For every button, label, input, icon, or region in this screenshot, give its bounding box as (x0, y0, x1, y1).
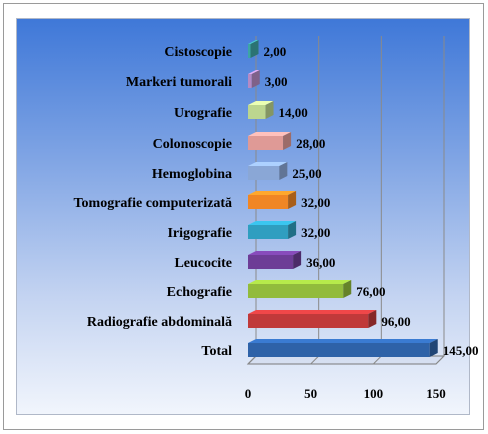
x-tick-label-2: 100 (364, 386, 384, 401)
bar-front-2 (248, 284, 344, 298)
bar-front-9 (248, 74, 252, 88)
bar-1 (248, 310, 377, 328)
bar-0 (248, 339, 438, 357)
bar-end-6 (279, 162, 288, 180)
gridline-floor (435, 355, 445, 365)
gridline-floor (310, 355, 320, 365)
labels: 0 50 100 150 Total 145,00 Radiografie abdomina… (74, 44, 479, 401)
bar-8 (248, 101, 274, 119)
chart-frame (3, 3, 484, 430)
bar-top-9 (248, 70, 260, 74)
bar-top-8 (248, 101, 274, 105)
category-label-6: Hemoglobina (152, 167, 232, 182)
bar-9 (248, 70, 260, 88)
bar-top-1 (248, 310, 377, 314)
bar-end-10 (250, 40, 259, 58)
category-label-5: Tomografie computerizată (74, 196, 233, 211)
value-label-4: 32,00 (301, 225, 330, 240)
bar-7 (248, 132, 292, 150)
bar-top-5 (248, 191, 297, 195)
category-label-10: Cistoscopie (164, 45, 232, 60)
value-label-10: 2,00 (264, 44, 287, 59)
bar-top-4 (248, 221, 297, 225)
bar-end-5 (288, 191, 297, 209)
bar-front-4 (248, 225, 289, 239)
category-label-9: Markeri tumorali (126, 75, 232, 90)
floor (246, 355, 446, 365)
bar-end-1 (368, 310, 377, 328)
bar-4 (248, 221, 297, 239)
category-label-2: Echografie (167, 285, 232, 300)
bar-front-6 (248, 166, 280, 180)
bar-5 (248, 191, 297, 209)
bar-6 (248, 162, 288, 180)
bar-end-7 (283, 132, 292, 150)
bar-front-3 (248, 255, 294, 269)
bar-end-3 (293, 251, 302, 269)
value-label-8: 14,00 (279, 105, 308, 120)
bar-end-0 (429, 339, 438, 357)
bar-top-6 (248, 162, 288, 166)
value-label-1: 96,00 (381, 314, 410, 329)
category-label-3: Leucocite (174, 256, 232, 271)
bar-3 (248, 251, 302, 269)
value-label-3: 36,00 (306, 255, 335, 270)
bar-end-8 (265, 101, 274, 119)
bar-top-7 (248, 132, 292, 136)
bar-top-2 (248, 280, 352, 284)
value-label-0: 145,00 (443, 343, 479, 358)
bar-end-9 (251, 70, 260, 88)
x-tick-label-0: 0 (245, 386, 252, 401)
bar-end-2 (343, 280, 352, 298)
category-label-1: Radiografie abdominală (87, 315, 232, 330)
bar-front-10 (248, 44, 251, 58)
value-label-2: 76,00 (356, 284, 385, 299)
bar-front-0 (248, 343, 430, 357)
category-label-0: Total (201, 344, 232, 359)
bar-front-7 (248, 136, 284, 150)
bar-10 (248, 40, 259, 58)
category-label-8: Urografie (174, 106, 232, 121)
bars (248, 40, 438, 357)
bar-2 (248, 280, 352, 298)
gridline-floor (247, 355, 257, 365)
value-label-5: 32,00 (301, 195, 330, 210)
bar-top-0 (248, 339, 438, 343)
bar-end-4 (288, 221, 297, 239)
bar-front-1 (248, 314, 369, 328)
x-tick-label-1: 50 (304, 386, 317, 401)
bar-top-10 (248, 40, 259, 44)
category-label-7: Colonoscopie (153, 137, 232, 152)
bar-top-3 (248, 251, 302, 255)
value-label-6: 25,00 (292, 166, 321, 181)
value-label-7: 28,00 (296, 136, 325, 151)
category-label-4: Irigografie (167, 226, 232, 241)
bar-front-5 (248, 195, 289, 209)
gridline-floor (372, 355, 382, 365)
x-tick-label-3: 150 (426, 386, 446, 401)
value-label-9: 3,00 (265, 74, 288, 89)
bar-front-8 (248, 105, 266, 119)
